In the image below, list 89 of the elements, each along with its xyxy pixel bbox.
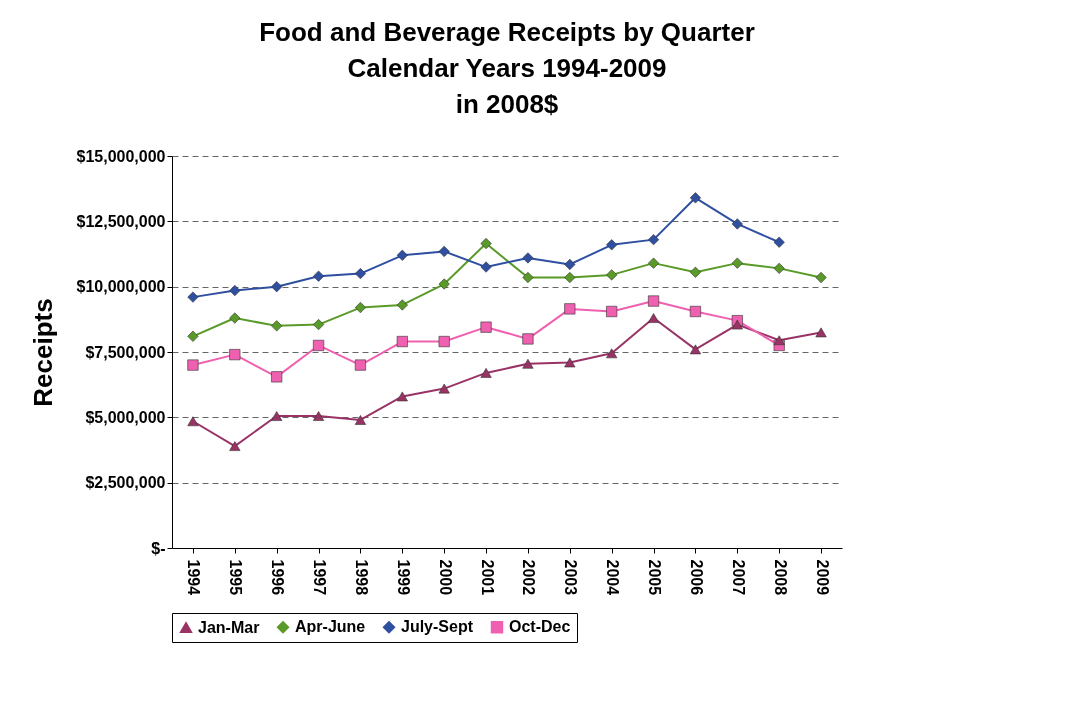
- point: [354, 302, 366, 314]
- x-tick-label: 2004: [604, 559, 622, 596]
- chart-title: Food and Beverage Receipts by Quarter Calendar Years 1994-2009 in 2008$: [259, 17, 755, 119]
- point: [438, 245, 450, 257]
- point: [480, 238, 492, 250]
- y-tick-label: $15,000,000: [76, 147, 166, 165]
- x-tick-label: 2001: [478, 559, 496, 596]
- point: [480, 261, 492, 273]
- point: [731, 257, 743, 269]
- x-tick-label: 1997: [311, 559, 329, 596]
- point: [229, 349, 241, 361]
- point: [354, 415, 366, 425]
- point: [313, 270, 325, 282]
- point: [313, 411, 325, 421]
- point: [564, 303, 576, 315]
- point: [564, 271, 576, 284]
- point: [564, 357, 576, 368]
- x-tick-label: 1994: [185, 559, 203, 596]
- x-tick-label: 2006: [687, 559, 705, 596]
- point: [606, 305, 618, 318]
- y-tick-label: $-: [151, 539, 166, 557]
- x-tick-label: 2008: [771, 559, 789, 596]
- point: [648, 257, 660, 269]
- legend-label: July-Sept: [401, 618, 474, 636]
- y-tick-label: $5,000,000: [85, 408, 166, 426]
- x-tick-label: 2005: [646, 559, 664, 596]
- point: [815, 271, 827, 284]
- point: [271, 371, 283, 383]
- point: [354, 359, 366, 371]
- y-tick-label: $7,500,000: [85, 343, 166, 361]
- x-tick-label: 2007: [729, 559, 747, 596]
- point: [689, 266, 701, 278]
- y-tick-label: $12,500,000: [76, 212, 166, 230]
- point: [522, 271, 534, 284]
- point: [648, 234, 660, 246]
- point: [187, 416, 199, 427]
- x-tick-label: 1995: [227, 559, 245, 596]
- point: [689, 344, 701, 355]
- point: [438, 383, 450, 394]
- point: [480, 368, 492, 378]
- x-tick-label: 1996: [269, 559, 287, 596]
- point: [396, 299, 408, 311]
- point: [606, 239, 618, 251]
- point: [689, 192, 701, 204]
- legend-label: Jan-Mar: [198, 618, 260, 636]
- point: [187, 359, 199, 371]
- point: [229, 312, 241, 324]
- legend-label: Apr-June: [295, 618, 366, 636]
- point: [522, 333, 534, 345]
- point: [396, 336, 408, 348]
- point: [313, 319, 325, 331]
- point: [229, 441, 241, 451]
- y-tick-label: $2,500,000: [85, 474, 166, 492]
- point: [271, 281, 283, 293]
- point: [187, 330, 199, 342]
- point: [773, 236, 785, 248]
- point: [606, 348, 618, 359]
- x-tick-label: 2003: [562, 559, 580, 596]
- point: [480, 321, 492, 333]
- legend-label: Oct-Dec: [509, 618, 571, 636]
- point: [354, 268, 366, 280]
- point: [438, 278, 450, 290]
- point: [689, 305, 701, 318]
- x-tick-label: 2002: [520, 559, 538, 596]
- x-tick-label: 1998: [352, 559, 370, 596]
- x-tick-label: 1999: [394, 559, 412, 596]
- point: [522, 252, 534, 264]
- point: [396, 249, 408, 261]
- y-axis-title: Receipts: [27, 298, 58, 407]
- point: [773, 262, 785, 274]
- point: [438, 336, 450, 348]
- point: [648, 313, 660, 323]
- point: [731, 319, 743, 330]
- point: [815, 327, 827, 338]
- point: [773, 335, 785, 346]
- point: [564, 258, 576, 270]
- point: [187, 291, 199, 303]
- point: [606, 269, 618, 281]
- point: [396, 391, 408, 402]
- y-tick-label: $10,000,000: [76, 278, 166, 296]
- point: [648, 295, 660, 307]
- x-tick-label: 2000: [436, 559, 454, 596]
- point: [229, 285, 241, 297]
- point: [313, 339, 325, 352]
- x-tick-label: 2009: [813, 559, 831, 596]
- point: [271, 411, 283, 421]
- point: [522, 358, 534, 369]
- point: [731, 218, 743, 230]
- point: [271, 320, 283, 332]
